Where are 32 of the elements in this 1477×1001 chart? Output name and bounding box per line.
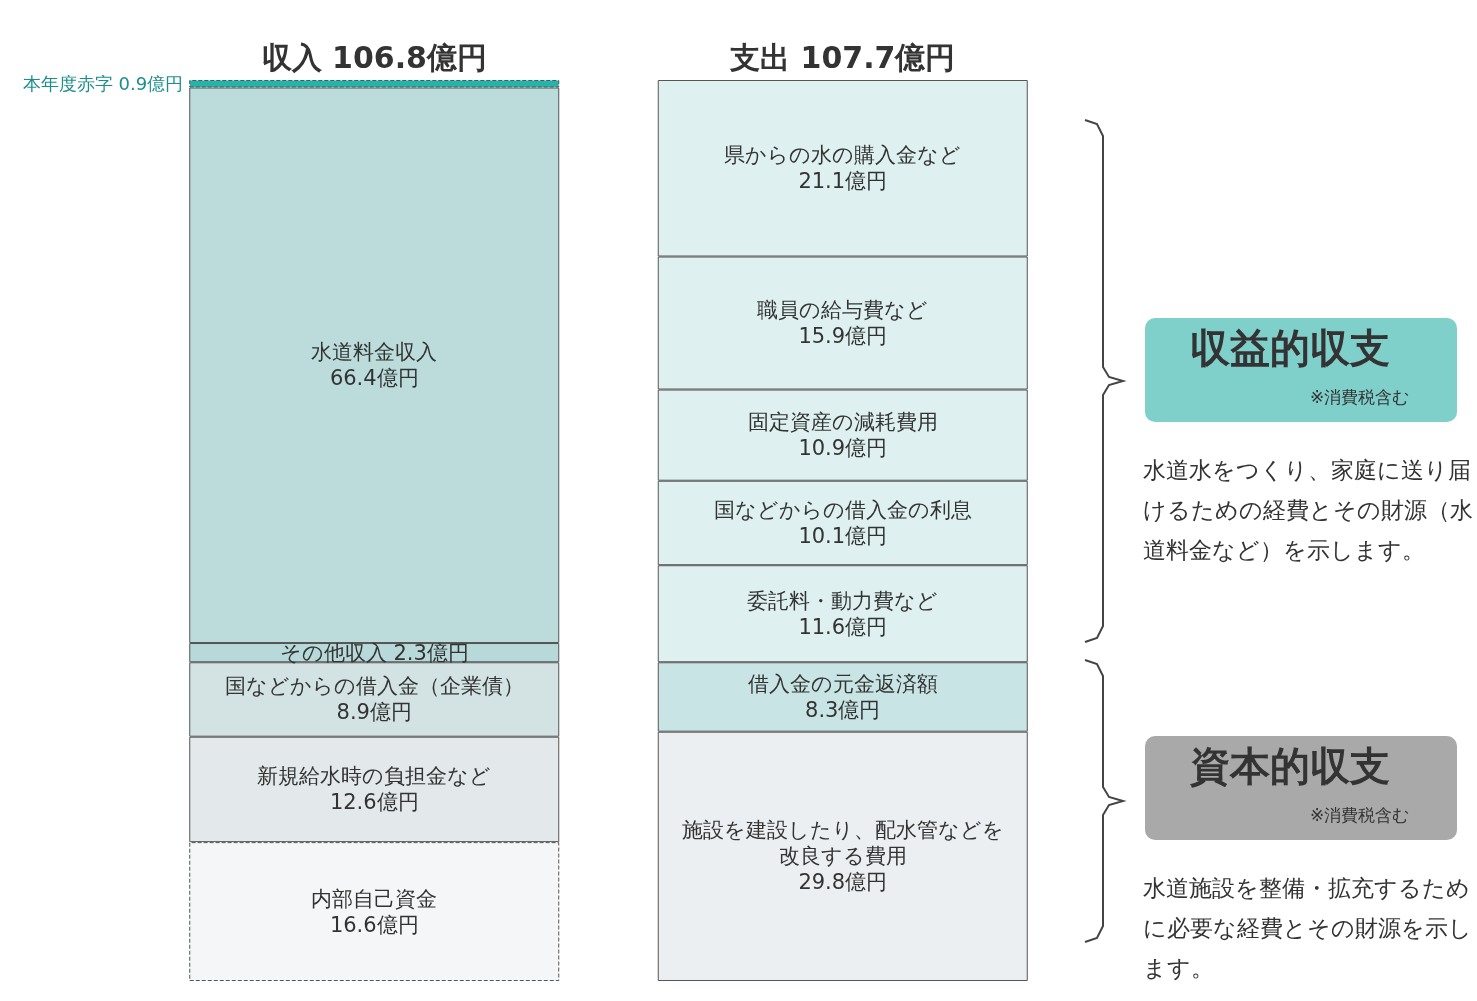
data-label: 16.6億円 [329, 912, 419, 937]
text: 資本的収支 [1190, 743, 1390, 789]
x-tick-label: 収入 106.8億円 [261, 39, 487, 75]
text: 収益的収支 [1190, 325, 1390, 371]
data-label: 15.9億円 [798, 324, 888, 349]
data-label: 8.9億円 [336, 700, 412, 725]
series-label: 国などからの借入金（企業債） [224, 674, 524, 699]
series-label: 借入金の元金返済額 [747, 671, 938, 696]
series-label: 施設を建設したり、配水管などを改良する費用 [681, 818, 1004, 869]
series-label: 固定資産の減耗費用 [747, 410, 938, 435]
text: 水道水をつくり、家庭に送り届けるための経費とその財源（水道料金など）を示します。 [1143, 457, 1473, 563]
series-label: 新規給水時の負担金など [257, 764, 492, 789]
data-label: 29.8億円 [798, 870, 888, 895]
data-label: 10.9億円 [798, 436, 888, 461]
data-label: 21.1億円 [798, 169, 888, 194]
series-label: 県からの水の購入金など [724, 143, 962, 168]
series-label: 水道料金収入 [311, 340, 438, 365]
data-label: 12.6億円 [329, 790, 419, 815]
series-label: 内部自己資金 [311, 886, 438, 911]
text: ※消費税含む [1310, 386, 1410, 407]
series-label: 国などからの借入金の利息 [713, 497, 972, 522]
series-label: 職員の給与費など [757, 298, 929, 323]
data-label: 10.1億円 [798, 523, 888, 548]
text: 水道施設を整備・拡充するために必要な経費とその財源を示します。 [1143, 875, 1472, 981]
text: ※消費税含む [1310, 804, 1410, 825]
text: 本年度赤字 0.9億円 [22, 73, 184, 95]
data-label: 8.3億円 [805, 697, 881, 722]
x-tick-label: 支出 107.7億円 [729, 39, 956, 75]
data-label: 66.4億円 [329, 366, 419, 391]
text: その他収入 2.3億円 [279, 640, 469, 665]
data-label: 11.6億円 [798, 614, 888, 639]
series-label: 委託料・動力費など [747, 588, 939, 613]
